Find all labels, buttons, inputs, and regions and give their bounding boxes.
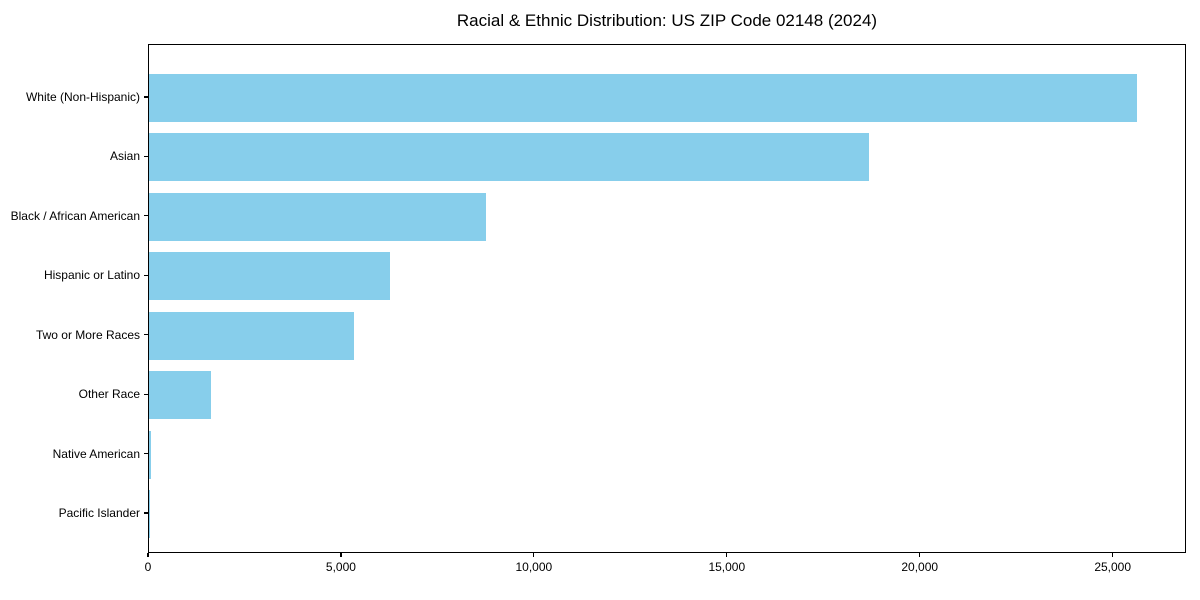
y-tick-label: Pacific Islander <box>58 506 140 520</box>
y-axis-tick <box>144 274 148 276</box>
bar-pacific-islander <box>149 490 150 538</box>
x-tick-label: 25,000 <box>1094 560 1132 574</box>
y-axis-tick <box>144 155 148 158</box>
y-axis-tick <box>144 452 148 455</box>
plot-area <box>148 44 1186 553</box>
y-tick-label: Black / African American <box>10 208 140 223</box>
y-tick-label: Asian <box>109 149 140 164</box>
y-axis-tick <box>144 334 148 336</box>
x-axis-tick <box>726 553 728 557</box>
x-axis-tick <box>919 553 921 557</box>
y-axis-tick <box>144 215 148 217</box>
x-axis-tick <box>1112 553 1114 557</box>
x-tick-label: 5,000 <box>325 560 356 574</box>
y-tick-label: Native American <box>52 446 140 461</box>
y-axis-tick <box>144 512 148 514</box>
x-tick-label: 0 <box>144 560 152 574</box>
y-tick-label: Two or More Races <box>35 327 140 342</box>
x-axis-tick <box>147 553 149 557</box>
y-tick-label: White (Non-Hispanic) <box>25 90 140 104</box>
chart-title: Racial & Ethnic Distribution: US ZIP Cod… <box>456 11 878 30</box>
x-axis-tick <box>340 553 342 557</box>
bar-native-american <box>149 430 151 479</box>
bar-hispanic-or-latino <box>149 252 391 301</box>
bar-two-or-more-races <box>149 311 355 360</box>
bar-other-race <box>149 371 212 420</box>
bar-asian <box>149 133 869 182</box>
y-axis-tick <box>144 393 148 395</box>
x-axis-tick <box>533 553 535 557</box>
x-tick-label: 20,000 <box>901 560 939 574</box>
bar-white-non-hispanic <box>149 74 1137 122</box>
y-tick-label: Hispanic or Latino <box>43 268 140 283</box>
y-tick-label: Other Race <box>78 387 140 402</box>
x-tick-label: 15,000 <box>708 560 746 574</box>
bar-black-african-american <box>149 192 487 241</box>
x-tick-label: 10,000 <box>515 560 553 574</box>
y-axis-tick <box>144 96 148 98</box>
